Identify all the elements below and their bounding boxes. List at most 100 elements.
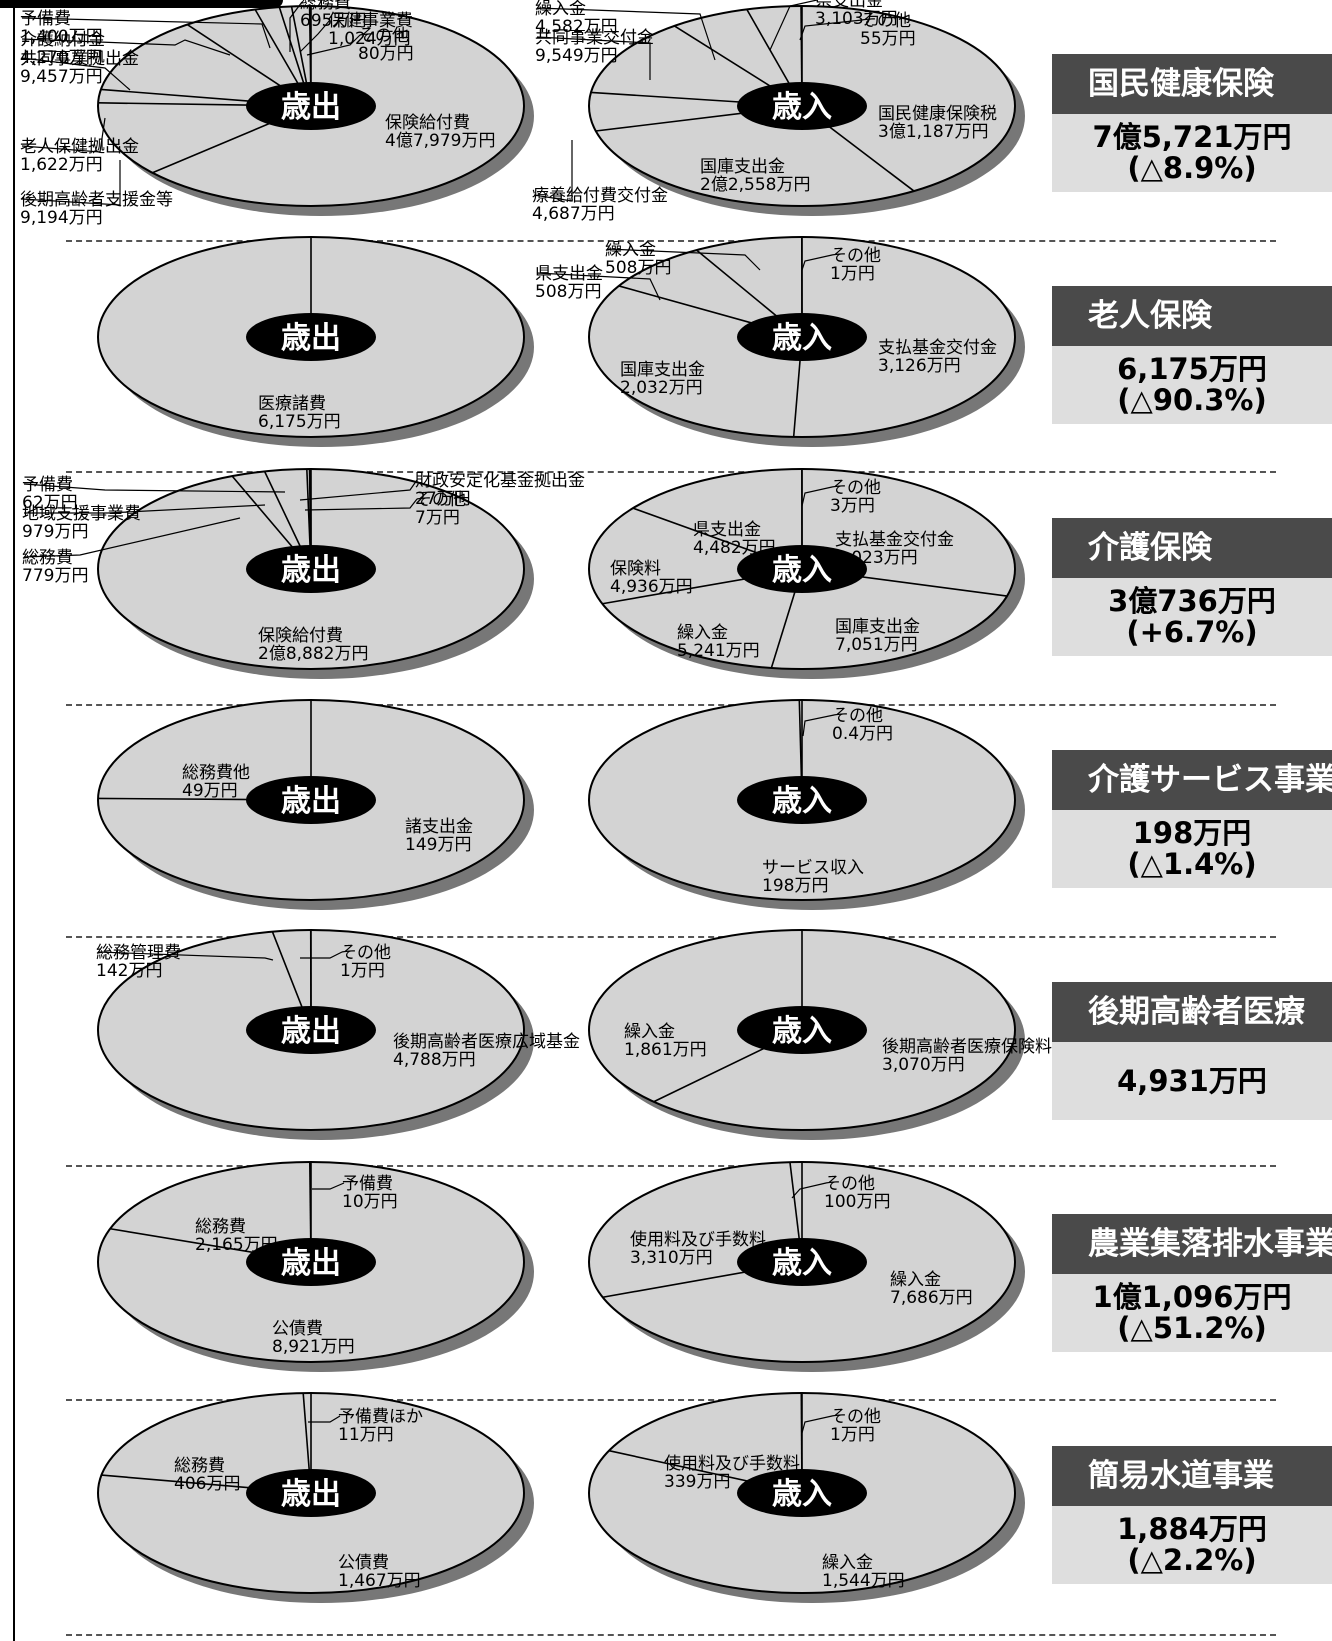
account-panel: 老人保険 6,175万円 (△90.3%) bbox=[1052, 286, 1332, 424]
chart2-revenue-label-3-name: 保険料 bbox=[610, 559, 661, 579]
chart0-expenditure-label-4-name: 介護納付金 bbox=[20, 30, 105, 50]
chart0-revenue-label-1-name: 国庫支出金 bbox=[700, 157, 785, 177]
account-total: 4,931万円 bbox=[1117, 1064, 1267, 1098]
chart5-revenue-label-0-name: 繰入金 bbox=[890, 1270, 941, 1290]
chart3-revenue-leader-1 bbox=[802, 714, 835, 737]
chart0-revenue-leader-4 bbox=[536, 7, 716, 61]
account-panel: 後期高齢者医療 4,931万円 bbox=[1052, 982, 1332, 1120]
chart0-expenditure-leader-8 bbox=[306, 34, 361, 56]
chart1-expenditure-label-0-name: 医療諸費 bbox=[258, 394, 326, 414]
chart0-revenue-leader-5 bbox=[769, 0, 818, 51]
chart4-expenditure-label-1-name: 総務管理費 bbox=[96, 943, 181, 963]
chart1-expenditure-badge-label: 歳出 bbox=[281, 321, 341, 356]
chart0-expenditure-label-1-amount: 9,194万円 bbox=[20, 208, 103, 228]
chart5-revenue-leader-2 bbox=[791, 1182, 827, 1199]
chart0-revenue-label-3-name: 共同事業交付金 bbox=[535, 28, 654, 48]
chart5-revenue-badge bbox=[737, 1238, 867, 1286]
chart2-revenue-badge bbox=[737, 545, 867, 593]
chart5-expenditure-label-0-amount: 8,921万円 bbox=[272, 1337, 355, 1357]
chart0-revenue-leader-2 bbox=[533, 140, 573, 202]
chart2-expenditure-label-1-amount: 779万円 bbox=[22, 566, 88, 586]
account-panel: 国民健康保険 7億5,721万円 (△8.9%) bbox=[1052, 54, 1332, 192]
chart6-revenue-label-0-amount: 1,544万円 bbox=[822, 1571, 905, 1591]
chart2-expenditure-label-3-name: 予備費 bbox=[22, 475, 73, 495]
chart2-expenditure-label-4-name: 財政安定化基金拠出金 bbox=[415, 471, 585, 491]
section-separator bbox=[66, 1634, 1276, 1636]
account-title: 老人保険 bbox=[1052, 286, 1332, 346]
chart0-revenue-label-4-amount: 4,582万円 bbox=[535, 17, 618, 37]
chart0-expenditure-leader-7 bbox=[299, 19, 331, 53]
chart4-revenue-label-0-amount: 3,070万円 bbox=[882, 1055, 965, 1075]
chart0-expenditure-label-2-name: 老人保健拠出金 bbox=[20, 137, 139, 157]
chart2-expenditure-label-2-name: 地域支援事業費 bbox=[22, 504, 141, 524]
chart6-expenditure-leader-2 bbox=[308, 1415, 341, 1423]
chart4-revenue-badge bbox=[737, 1006, 867, 1054]
chart6-revenue-badge-label: 歳入 bbox=[772, 1477, 832, 1512]
chart5-revenue-label-1-name: 使用料及び手数料 bbox=[630, 1229, 766, 1250]
account-total: 1億1,096万円 bbox=[1092, 1280, 1292, 1314]
chart5-expenditure-badge bbox=[246, 1238, 376, 1286]
chart4-revenue-label-0-name: 後期高齢者医療保険料 bbox=[882, 1037, 1052, 1057]
chart5-revenue-label-2-name: その他 bbox=[824, 1174, 875, 1194]
chart4-expenditure-badge-label: 歳出 bbox=[281, 1014, 341, 1049]
chart2-expenditure-leader-1 bbox=[23, 517, 241, 558]
chart2-expenditure-label-3-amount: 62万円 bbox=[22, 493, 78, 513]
chart1-revenue-label-4-amount: 1万円 bbox=[830, 264, 875, 284]
chart6-expenditure-label-1-amount: 406万円 bbox=[174, 1474, 240, 1494]
account-panel: 介護サービス事業 198万円 (△1.4%) bbox=[1052, 750, 1332, 888]
chart2-expenditure-label-5-amount: 7万円 bbox=[415, 508, 460, 528]
chart0-revenue-label-2-name: 療養給付費交付金 bbox=[532, 186, 668, 206]
chart0-revenue-label-0-name: 国民健康保険税 bbox=[878, 104, 997, 124]
chart0-expenditure-label-5-amount: 1,400万円 bbox=[20, 27, 103, 47]
chart4-revenue-label-1-name: 繰入金 bbox=[624, 1022, 675, 1042]
account-total-box: 3億736万円 (+6.7%) bbox=[1052, 578, 1332, 656]
chart0-revenue-label-6-amount: 55万円 bbox=[860, 29, 916, 49]
chart0-expenditure-label-3-amount: 9,457万円 bbox=[20, 67, 103, 87]
chart5-revenue-label-0-amount: 7,686万円 bbox=[890, 1288, 973, 1308]
chart6-revenue-label-1-name: 使用料及び手数料 bbox=[664, 1453, 800, 1474]
section-separator bbox=[66, 471, 1276, 473]
chart4-expenditure-leader-1 bbox=[97, 951, 274, 961]
chart1-revenue-label-3-name: 繰入金 bbox=[605, 240, 656, 260]
chart3-expenditure-label-0-name: 諸支出金 bbox=[405, 817, 473, 837]
chart1-revenue-badge-label: 歳入 bbox=[772, 321, 832, 356]
chart2-revenue-badge-label: 歳入 bbox=[772, 553, 832, 588]
chart6-revenue-label-2-name: その他 bbox=[830, 1407, 881, 1427]
chart1-revenue-label-0-amount: 3,126万円 bbox=[878, 356, 961, 376]
account-total: 6,175万円 bbox=[1117, 352, 1267, 386]
chart5-revenue-label-1-amount: 3,310万円 bbox=[630, 1248, 713, 1268]
chart0-revenue-label-4-name: 繰入金 bbox=[535, 0, 586, 19]
chart0-expenditure-leader-1 bbox=[21, 160, 121, 206]
chart2-revenue-label-5-name: その他 bbox=[830, 478, 881, 498]
chart0-expenditure-label-6-name: 総務費 bbox=[300, 0, 351, 13]
chart5-expenditure-label-0-name: 公債費 bbox=[272, 1319, 323, 1339]
account-total-box: 1,884万円 (△2.2%) bbox=[1052, 1506, 1332, 1584]
chart2-expenditure-label-1-name: 総務費 bbox=[22, 548, 73, 568]
